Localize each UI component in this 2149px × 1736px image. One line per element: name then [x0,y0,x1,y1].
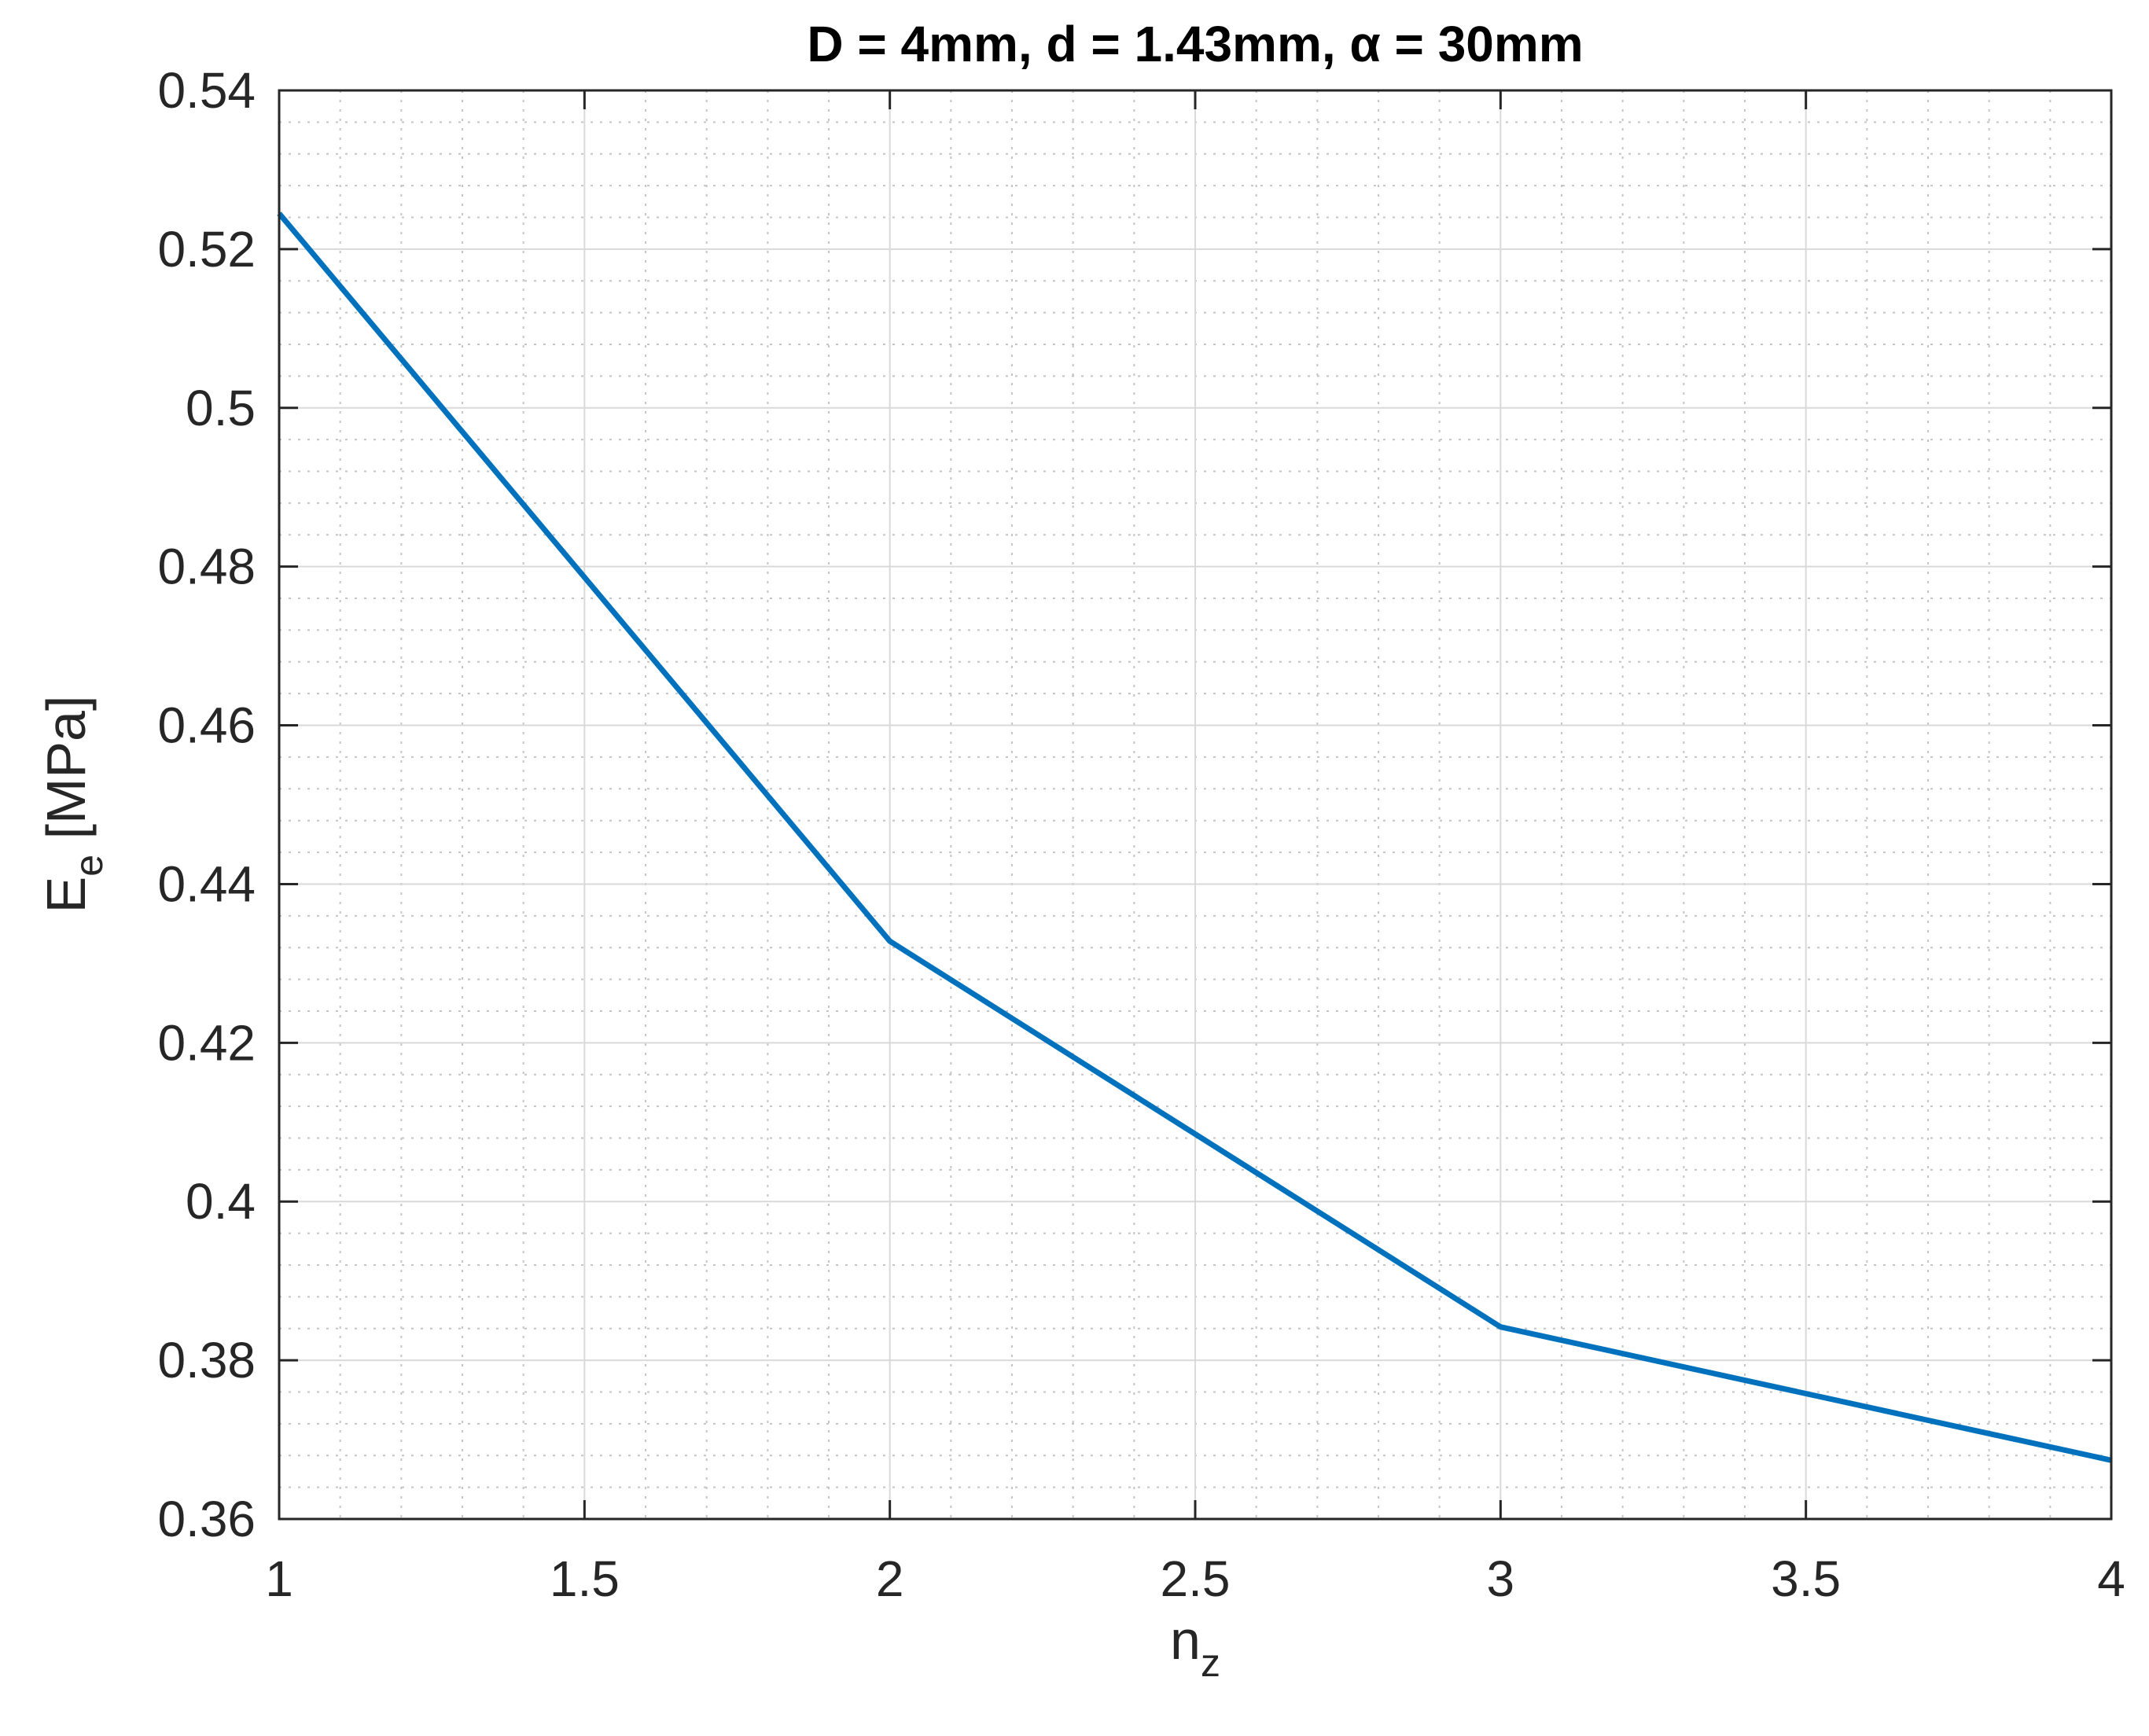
y-tick-label: 0.48 [157,539,256,595]
y-axis-label-unit: [MPa] [35,696,97,855]
y-tick-label: 0.54 [157,62,256,119]
y-tick-label: 0.38 [157,1332,256,1388]
y-axis-label: Ee [MPa] [35,696,111,914]
x-tick-label: 4 [2097,1550,2125,1607]
x-tick-label: 1.5 [550,1550,620,1607]
y-tick-label: 0.44 [157,855,256,912]
series-layer [277,211,2112,1463]
x-tick-label: 3.5 [1771,1550,1841,1607]
chart-title: D = 4mm, d = 1.43mm, α = 30mm [807,16,1583,72]
y-axis-label-main: E [35,877,97,914]
tick-marks [278,89,2113,1521]
x-axis-label-subscript: z [1201,1641,1220,1685]
y-tick-label: 0.52 [157,221,256,278]
x-tick-label: 1 [265,1550,293,1607]
y-axis-label-subscript: e [67,855,111,877]
y-tick-label: 0.36 [157,1491,256,1547]
x-tick-labels: 1 1.5 2 2.5 3 3.5 4 [265,1550,2125,1607]
major-grid [279,90,2111,1519]
x-tick-label: 2.5 [1161,1550,1231,1607]
series-line [277,211,2112,1463]
x-axis-label-main: n [1170,1609,1201,1671]
x-axis-label: nz [1170,1609,1220,1685]
x-tick-label: 2 [876,1550,904,1607]
y-tick-label: 0.42 [157,1014,256,1071]
y-tick-label: 0.4 [186,1173,256,1230]
y-tick-labels: 0.36 0.38 0.4 0.42 0.44 0.46 0.48 0.5 0.52 0.54 [157,62,256,1547]
x-tick-label: 3 [1487,1550,1515,1607]
y-tick-label: 0.5 [186,380,256,436]
y-tick-label: 0.46 [157,697,256,754]
